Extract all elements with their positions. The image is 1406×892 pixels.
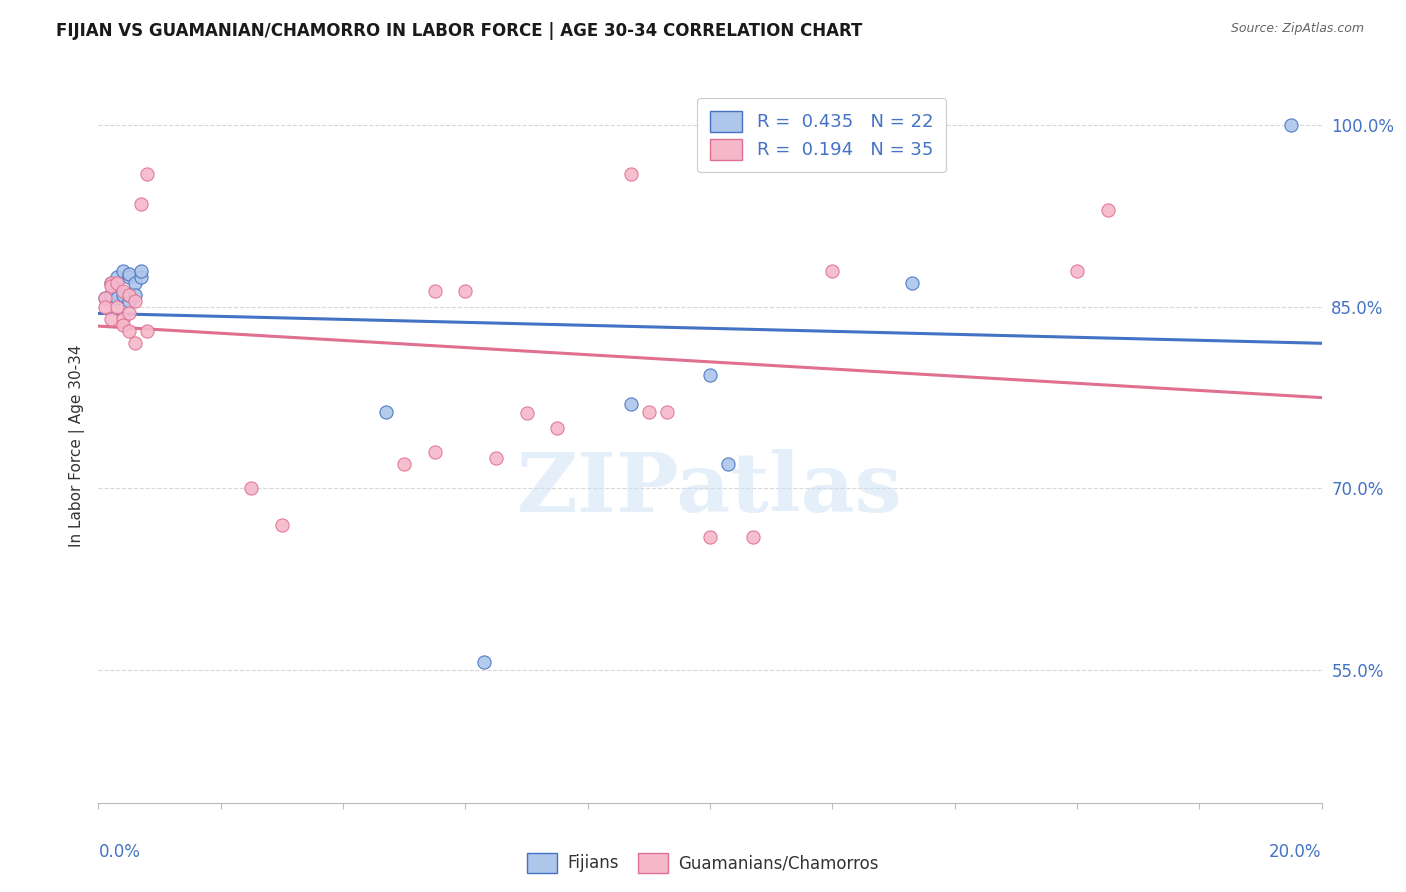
- Point: [105, 269, 128, 284]
- Point: [118, 306, 141, 320]
- Text: FIJIAN VS GUAMANIAN/CHAMORRO IN LABOR FORCE | AGE 30-34 CORRELATION CHART: FIJIAN VS GUAMANIAN/CHAMORRO IN LABOR FO…: [56, 22, 863, 40]
- Point: [124, 336, 146, 351]
- Text: Source: ZipAtlas.com: Source: ZipAtlas.com: [1230, 22, 1364, 36]
- Point: [111, 312, 134, 326]
- Point: [240, 481, 263, 495]
- Point: [100, 279, 122, 293]
- Point: [619, 397, 641, 411]
- Point: [270, 517, 292, 532]
- Point: [105, 292, 128, 306]
- Point: [374, 405, 396, 419]
- Point: [472, 656, 495, 670]
- Point: [129, 269, 152, 284]
- Point: [129, 197, 152, 211]
- Point: [105, 276, 128, 290]
- Text: ZIPatlas: ZIPatlas: [517, 449, 903, 529]
- Point: [657, 405, 679, 419]
- Text: 0.0%: 0.0%: [98, 843, 141, 861]
- Point: [118, 267, 141, 281]
- Point: [423, 445, 446, 459]
- Point: [423, 284, 446, 298]
- Point: [111, 284, 134, 298]
- Point: [516, 406, 538, 420]
- Point: [1097, 203, 1119, 218]
- Legend: Fijians, Guamanians/Chamorros: Fijians, Guamanians/Chamorros: [520, 847, 886, 880]
- Point: [93, 292, 115, 306]
- Point: [901, 276, 924, 290]
- Point: [100, 288, 122, 302]
- Point: [741, 530, 763, 544]
- Point: [717, 457, 740, 471]
- Point: [619, 167, 641, 181]
- Point: [546, 421, 568, 435]
- Point: [821, 263, 844, 277]
- Point: [118, 293, 141, 308]
- Point: [1066, 263, 1088, 277]
- Point: [1279, 119, 1302, 133]
- Point: [111, 318, 134, 332]
- Point: [124, 288, 146, 302]
- Point: [485, 451, 508, 466]
- Point: [118, 288, 141, 302]
- Point: [111, 263, 134, 277]
- Legend: R =  0.435   N = 22, R =  0.194   N = 35: R = 0.435 N = 22, R = 0.194 N = 35: [697, 98, 946, 172]
- Point: [392, 457, 416, 471]
- Point: [129, 263, 152, 277]
- Point: [637, 405, 661, 419]
- Y-axis label: In Labor Force | Age 30-34: In Labor Force | Age 30-34: [69, 344, 84, 548]
- Point: [136, 324, 159, 338]
- Point: [93, 300, 115, 314]
- Point: [100, 276, 122, 290]
- Point: [93, 292, 115, 306]
- Point: [100, 312, 122, 326]
- Point: [124, 293, 146, 308]
- Point: [118, 288, 141, 302]
- Point: [118, 269, 141, 284]
- Point: [124, 276, 146, 290]
- Text: 20.0%: 20.0%: [1270, 843, 1322, 861]
- Point: [454, 284, 477, 298]
- Point: [136, 167, 159, 181]
- Point: [111, 288, 134, 302]
- Point: [100, 276, 122, 290]
- Point: [105, 300, 128, 314]
- Point: [699, 530, 721, 544]
- Point: [699, 368, 721, 382]
- Point: [118, 324, 141, 338]
